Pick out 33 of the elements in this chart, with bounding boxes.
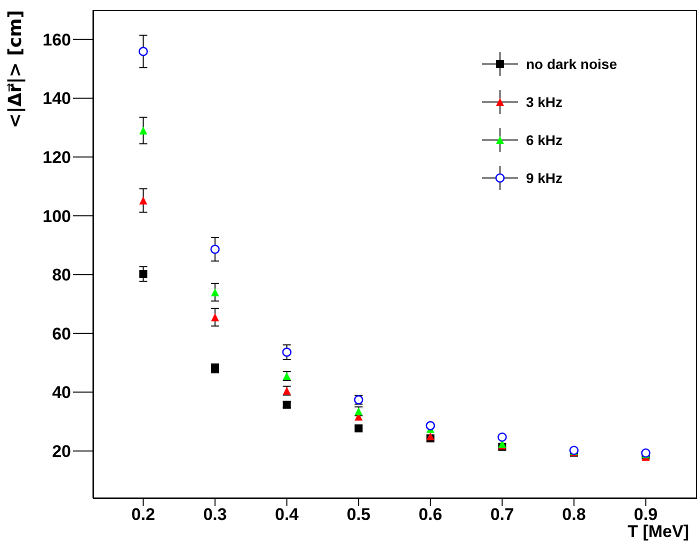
y-tick-label: 80 [52, 266, 71, 285]
point [139, 270, 148, 278]
x-tick-label: 0.9 [634, 505, 658, 524]
x-tick-label: 0.7 [490, 505, 514, 524]
legend-label: 9 kHz [526, 170, 563, 186]
y-tick-label: 40 [52, 383, 71, 402]
y-tick-label: 100 [42, 206, 71, 226]
legend-label: 3 kHz [526, 94, 563, 110]
point [498, 432, 507, 442]
x-tick-label: 0.8 [562, 505, 586, 524]
point [210, 244, 220, 254]
point [211, 313, 220, 322]
legend-label: 6 kHz [526, 132, 563, 148]
point [139, 196, 148, 204]
x-axis-title: T [MeV] [628, 522, 689, 541]
point [426, 421, 436, 430]
point [354, 424, 363, 432]
y-tick-label: 160 [42, 30, 71, 50]
y-tick-label: 20 [52, 442, 71, 461]
point [282, 348, 292, 357]
point [139, 126, 148, 135]
y-tick-label: 140 [42, 89, 71, 108]
x-tick-label: 0.4 [275, 505, 300, 524]
x-tick-label: 0.3 [203, 505, 227, 524]
y-tick-label: 120 [42, 148, 71, 168]
x-tick-label: 0.5 [346, 505, 370, 524]
legend-label: no dark noise [526, 56, 617, 72]
point [138, 46, 148, 56]
y-axis-title: <|Δr⃗|> [cm] [4, 10, 26, 128]
y-tick-label: 60 [52, 324, 71, 344]
x-tick-label: 0.6 [418, 505, 442, 524]
point [211, 288, 220, 296]
x-tick-label: 0.2 [131, 505, 156, 524]
